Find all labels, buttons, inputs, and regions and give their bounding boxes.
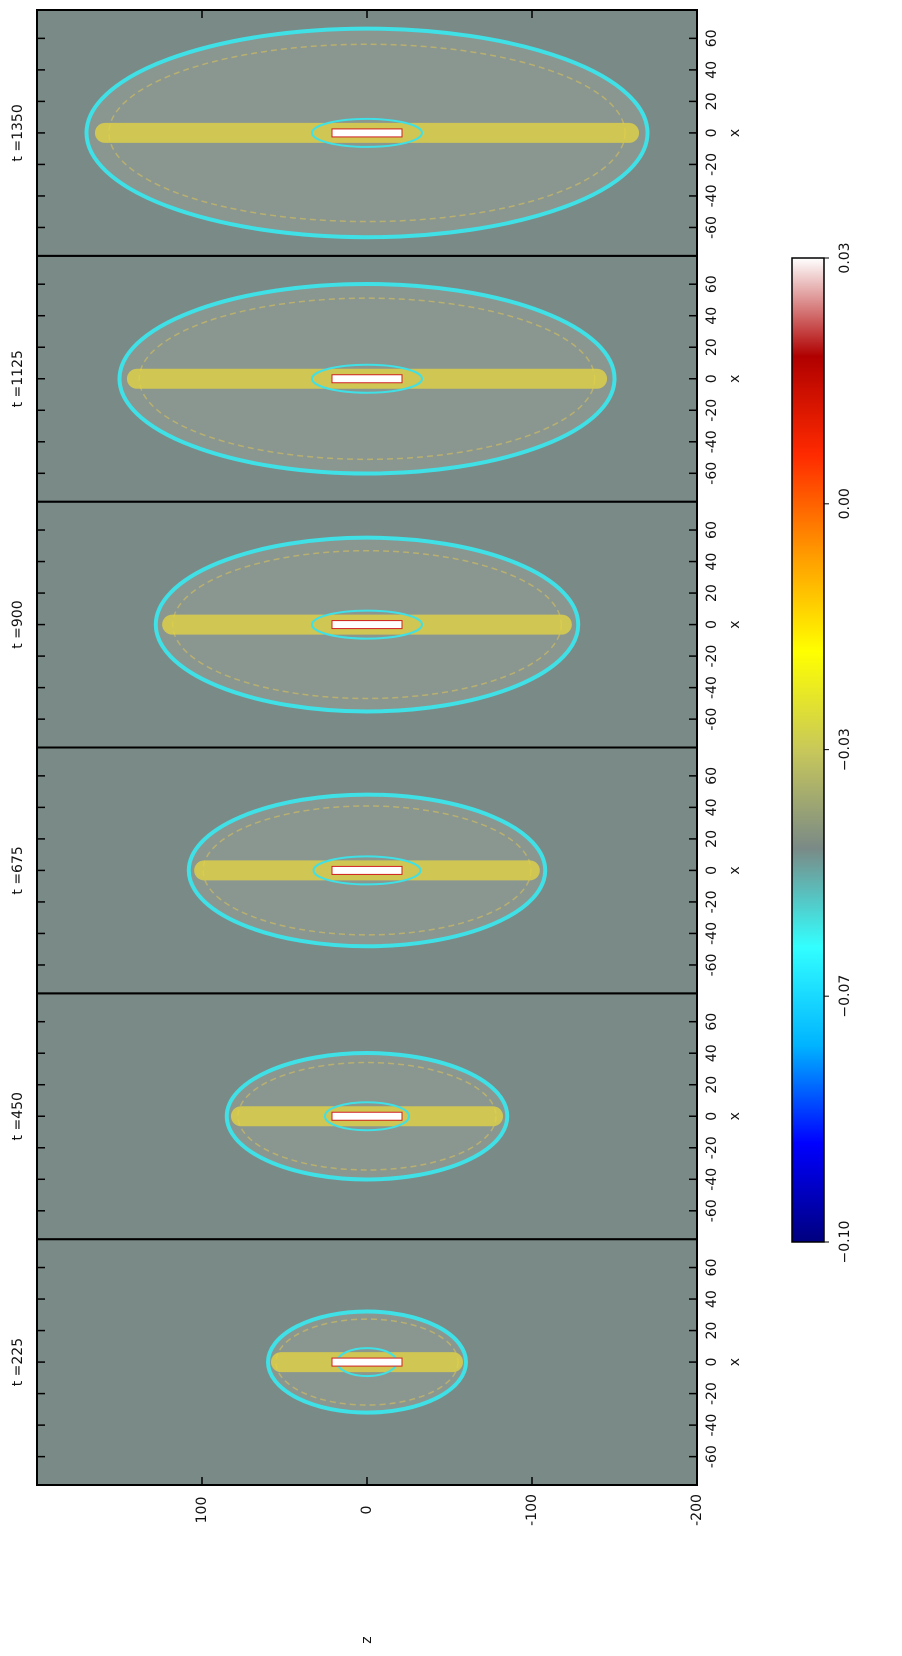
x-tick-label: -40: [704, 922, 720, 945]
x-tick-label: 40: [704, 307, 720, 325]
colorbar-tick-label: −0.07: [837, 975, 853, 1018]
jet-core: [331, 620, 403, 630]
colorbar-tick-label: 0.00: [837, 488, 853, 519]
colorbar-tick-label: 0.03: [837, 242, 853, 273]
jet-core: [331, 374, 403, 384]
jet-core: [331, 1111, 403, 1121]
x-tick-label: -40: [704, 430, 720, 453]
z-tick-label: 100: [194, 1497, 210, 1524]
x-tick-label: -60: [704, 1199, 720, 1222]
x-tick-label: 20: [704, 1322, 720, 1340]
x-tick-label: -60: [704, 954, 720, 977]
x-tick-label: -20: [704, 890, 720, 913]
x-tick-label: -20: [704, 153, 720, 176]
x-tick-label: 60: [704, 521, 720, 539]
x-tick-label: -40: [704, 185, 720, 208]
x-tick-label: -20: [704, 1382, 720, 1405]
x-tick-label: 0: [704, 128, 720, 137]
x-tick-label: 20: [704, 92, 720, 110]
x-tick-label: 40: [704, 61, 720, 79]
panel-title: t =450: [10, 1092, 26, 1140]
x-tick-label: 20: [704, 338, 720, 356]
x-tick-label: 60: [704, 1013, 720, 1031]
x-tick-label: -60: [704, 1445, 720, 1468]
cocoon-core: [323, 1101, 411, 1132]
x-tick-label: 20: [704, 584, 720, 602]
cocoon-core: [311, 609, 423, 640]
x-tick-label: 0: [704, 1112, 720, 1121]
x-axis-label: x: [727, 375, 743, 383]
x-tick-label: 0: [704, 866, 720, 875]
x-tick-label: -20: [704, 645, 720, 668]
z-tick-label: 0: [359, 1506, 375, 1515]
x-tick-label: 20: [704, 1076, 720, 1094]
x-tick-label: -40: [704, 1414, 720, 1437]
cocoon-core: [311, 117, 423, 148]
x-tick-label: 40: [704, 798, 720, 816]
x-axis-label: x: [727, 866, 743, 874]
colorbar-tick-label: −0.10: [837, 1221, 853, 1264]
x-tick-label: 40: [704, 1290, 720, 1308]
x-tick-label: 60: [704, 275, 720, 293]
x-tick-label: -60: [704, 462, 720, 485]
x-tick-label: 60: [704, 767, 720, 785]
panel-title: t =900: [10, 600, 26, 648]
x-tick-label: -60: [704, 708, 720, 731]
x-tick-label: -40: [704, 676, 720, 699]
x-tick-label: 0: [704, 620, 720, 629]
x-tick-label: -40: [704, 1168, 720, 1191]
x-tick-label: 60: [704, 1259, 720, 1277]
jet-core: [331, 128, 403, 138]
x-tick-label: -20: [704, 399, 720, 422]
x-tick-label: 60: [704, 29, 720, 47]
x-tick-label: 40: [704, 553, 720, 571]
x-axis-label: x: [727, 620, 743, 628]
z-axis-label: z: [359, 1636, 375, 1643]
jet-core: [331, 1357, 403, 1367]
x-axis-label: x: [727, 129, 743, 137]
panel-title: t =1350: [10, 104, 26, 161]
panel-title: t =1125: [10, 350, 26, 407]
x-tick-label: 0: [704, 1358, 720, 1367]
x-tick-label: 20: [704, 830, 720, 848]
x-tick-label: -20: [704, 1136, 720, 1159]
panel-title: t =225: [10, 1338, 26, 1386]
z-tick-label: -200: [689, 1494, 705, 1526]
x-tick-label: -60: [704, 216, 720, 239]
colorbar: [791, 257, 825, 1243]
colorbar-tick-label: −0.03: [837, 728, 853, 771]
x-axis-label: x: [727, 1358, 743, 1366]
panel-title: t =675: [10, 846, 26, 894]
z-tick-label: -100: [524, 1494, 540, 1526]
x-tick-label: 40: [704, 1044, 720, 1062]
jet-core: [331, 865, 403, 875]
x-tick-label: 0: [704, 374, 720, 383]
x-axis-label: x: [727, 1112, 743, 1120]
cocoon-core: [312, 855, 422, 886]
cocoon-core: [311, 363, 423, 394]
